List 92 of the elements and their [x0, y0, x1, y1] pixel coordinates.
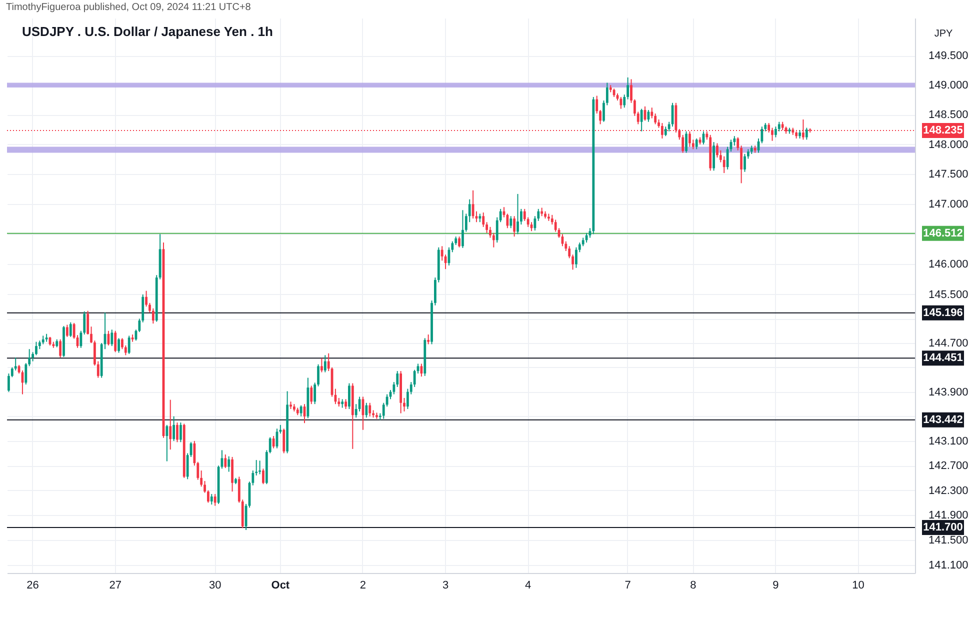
candlestick — [640, 108, 643, 132]
x-tick-label: 10 — [852, 580, 864, 592]
x-tick-label: Oct — [271, 580, 290, 592]
candlestick — [427, 334, 430, 345]
ref-line-label: 141.700 — [923, 522, 963, 534]
candlestick — [228, 456, 230, 472]
candlestick — [300, 404, 302, 417]
candlestick — [664, 126, 667, 137]
candlestick — [258, 460, 261, 475]
candlestick — [458, 236, 460, 248]
candlestick — [805, 127, 808, 140]
x-tick-label: 30 — [208, 580, 222, 592]
candlestick — [272, 436, 275, 449]
y-tick-label: 145.500 — [928, 288, 968, 301]
candlestick — [169, 399, 172, 450]
x-tick-label: 2 — [360, 580, 366, 592]
candlestick — [688, 130, 691, 148]
y-tick-label: 144.700 — [928, 338, 968, 350]
candlestick — [712, 142, 715, 172]
candlestick — [310, 385, 313, 405]
candlestick — [575, 246, 578, 268]
y-tick-label: 141.100 — [928, 559, 968, 572]
candlestick — [365, 402, 368, 418]
y-tick-label: 143.900 — [928, 386, 968, 398]
ref-line-label: 144.451 — [923, 352, 963, 364]
candlestick — [722, 156, 726, 174]
candlestick — [650, 107, 654, 119]
candlestick — [69, 322, 72, 338]
candlestick — [516, 193, 519, 235]
y-tick-label: 142.300 — [928, 484, 968, 497]
candlestick — [647, 109, 650, 122]
candlestick — [685, 130, 688, 154]
candlestick — [282, 428, 286, 454]
candlestick — [114, 330, 117, 353]
candlestick — [348, 382, 350, 410]
candlestick — [128, 335, 130, 354]
candlestick — [210, 494, 213, 506]
candlestick — [744, 153, 746, 172]
candlestick — [344, 398, 347, 410]
candlestick — [695, 138, 698, 150]
y-tick-label: 149.000 — [928, 80, 968, 92]
candlestick — [66, 324, 68, 338]
x-tick-label: 26 — [26, 580, 39, 592]
y-tick-label: 147.000 — [928, 198, 968, 211]
candlestick — [176, 422, 178, 443]
candlestick — [774, 126, 777, 138]
y-tick-label: 146.000 — [928, 258, 968, 271]
x-tick-label: 9 — [772, 580, 779, 592]
candlestick — [778, 121, 780, 132]
candlestick — [324, 354, 326, 373]
y-tick-label: 143.100 — [928, 435, 968, 448]
y-tick-label: 141.500 — [928, 534, 968, 546]
candlestick — [172, 416, 176, 442]
ref-line-label: 145.196 — [923, 306, 963, 319]
y-tick-label: 149.500 — [928, 50, 968, 62]
x-tick-label: 27 — [109, 580, 122, 592]
candlestick — [513, 216, 516, 238]
y-tick-label: 148.000 — [928, 138, 968, 151]
ref-line-label: 148.235 — [923, 124, 963, 136]
candlestick — [462, 210, 464, 248]
candlestick — [510, 216, 512, 229]
y-tick-label: 148.500 — [928, 109, 968, 122]
candlestick — [368, 402, 372, 417]
text: TimothyFigueroa published, Oct 09, 2024 11:21 UTC+8 — [6, 1, 251, 14]
x-tick-label: 8 — [690, 580, 696, 592]
text: USDJPY . U.S. Dollar / Japanese Yen . 1h — [22, 24, 273, 40]
candlestick — [224, 454, 227, 469]
ref-line-label: 143.442 — [923, 414, 963, 426]
candlestick — [118, 338, 120, 354]
x-tick-label: 3 — [442, 580, 449, 592]
y-tick-label: 141.900 — [928, 510, 968, 522]
ref-line-label: 146.512 — [923, 227, 963, 240]
candlestick — [620, 96, 622, 110]
candlestick — [716, 142, 718, 158]
candlestick — [482, 212, 485, 228]
candlestick — [262, 468, 264, 485]
candlestick — [214, 494, 216, 506]
candlestick — [166, 424, 168, 462]
candlestick — [110, 329, 114, 347]
candlestick — [320, 358, 323, 373]
x-tick-label: 4 — [525, 580, 532, 592]
y-tick-label: 142.700 — [928, 460, 968, 472]
candlestick — [59, 338, 62, 358]
candlestick — [231, 456, 234, 492]
candlestick — [492, 232, 495, 248]
candlestick — [420, 363, 423, 378]
candlestick — [179, 422, 182, 443]
candlestick — [152, 308, 154, 324]
x-tick-label: 7 — [624, 580, 631, 592]
y-axis-title: JPY — [934, 28, 953, 40]
y-tick-label: 147.500 — [928, 168, 968, 181]
candlestick — [534, 216, 536, 232]
